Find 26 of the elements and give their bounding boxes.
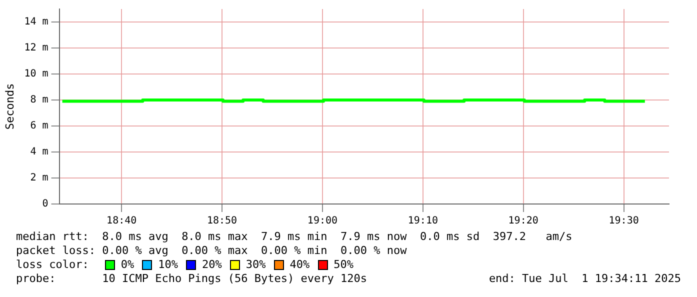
text: probe: 10 ICMP Echo Pings (56 Bytes) every 120s (16, 272, 367, 286)
y-tick-label: 12 m (24, 42, 48, 54)
text: 20% (202, 258, 222, 272)
y-tick-label: 10 m (24, 68, 48, 80)
y-axis-title: Seconds (3, 83, 16, 130)
x-tick-label: 18:50 (206, 216, 238, 227)
x-tick-label: 19:00 (307, 216, 338, 227)
y-tick-label: 4 m (30, 146, 48, 158)
x-tick-label: 19:10 (408, 216, 438, 227)
text: 30% (246, 258, 266, 272)
x-tick-label: 19:30 (608, 216, 639, 227)
x-tick-label: 18:40 (106, 216, 137, 227)
text: packet loss: 0.00 % avg 0.00 % max 0.00 % min 0.00 % now (16, 244, 408, 258)
y-tick-label: 14 m (24, 16, 48, 28)
text: median rtt: 8.0 ms avg 8.0 ms max 7.9 ms min 7.9 ms now 0.0 ms sd 397.2 am/s (16, 230, 574, 244)
y-tick-label: 0 (42, 198, 48, 210)
y-tick-label: 8 m (30, 94, 48, 106)
text: 50% (334, 258, 354, 272)
text: loss color: (16, 258, 89, 272)
y-tick-label: 6 m (30, 120, 48, 132)
text: 40% (290, 258, 310, 272)
text: end: Tue Jul 1 19:34:11 2025 (488, 272, 681, 286)
text: 10% (158, 258, 178, 272)
x-tick-label: 19:20 (508, 216, 538, 227)
y-tick-label: 2 m (30, 172, 48, 184)
text: 0% (120, 258, 134, 272)
